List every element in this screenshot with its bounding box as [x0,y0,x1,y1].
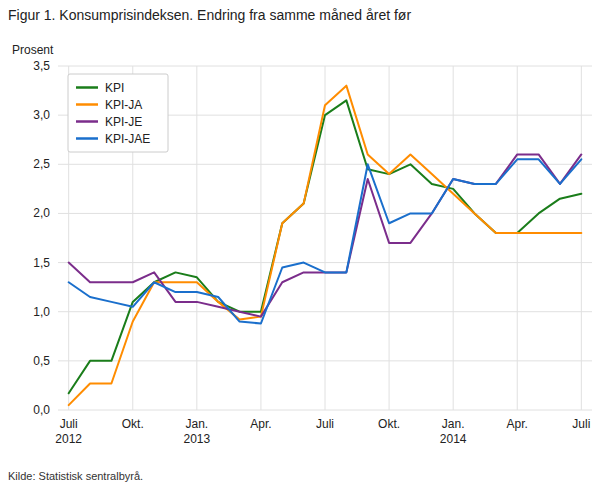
legend: KPI KPI-JA KPI-JE KPI-JAE [68,74,168,152]
legend-swatch [76,120,98,123]
y-tick-label: 3,5 [33,59,50,73]
x-grid-line [581,66,582,410]
x-grid-line [260,66,261,410]
axes: 0,0 0,5 1,0 1,5 2,0 2,5 3,0 3,5 Juli2012 Okt. Jan.… [33,59,590,446]
y-tick-label: 3,0 [33,108,50,122]
series-line [69,100,582,393]
y-tick-label: 2,0 [33,206,50,220]
legend-swatch [76,86,98,89]
x-tick-label: Juli [316,417,334,431]
x-grid-line [196,66,197,410]
x-grid-line [453,66,454,410]
legend-label: KPI-JAE [105,132,150,146]
chart: Figur 1. Konsumprisindeksen. Endring fra… [0,0,610,488]
grid [58,66,592,410]
x-tick-label: Apr. [250,417,271,431]
x-tick-label: Okt. [378,417,400,431]
legend-swatch [76,137,98,140]
y-tick-label: 2,5 [33,157,50,171]
legend-swatch [76,103,98,106]
x-tick-label: Okt. [122,417,144,431]
title: Figur 1. Konsumprisindeksen. Endring fra… [8,7,411,23]
y-tick-label: 0,0 [33,403,50,417]
y-tick-label: 1,0 [33,305,50,319]
source: Kilde: Statistisk sentralbyrå. [8,470,143,482]
legend-label: KPI-JE [105,115,142,129]
x-tick-label: Juli [572,417,590,431]
lines [69,86,582,405]
x-tick-label: Juli2012 [55,417,82,446]
legend-label: KPI [105,81,124,95]
x-tick-label: Jan.2014 [440,417,467,446]
x-tick-label: Apr. [507,417,528,431]
y-tick-label: 1,5 [33,256,50,270]
y-axis-label: Prosent [12,43,54,57]
x-tick-label: Jan.2013 [183,417,210,446]
series-line [69,86,582,405]
x-grid-line [389,66,390,410]
series-line [69,159,582,323]
legend-label: KPI-JA [105,98,142,112]
y-tick-label: 0,5 [33,354,50,368]
x-grid-line [517,66,518,410]
legend-box [68,74,168,152]
